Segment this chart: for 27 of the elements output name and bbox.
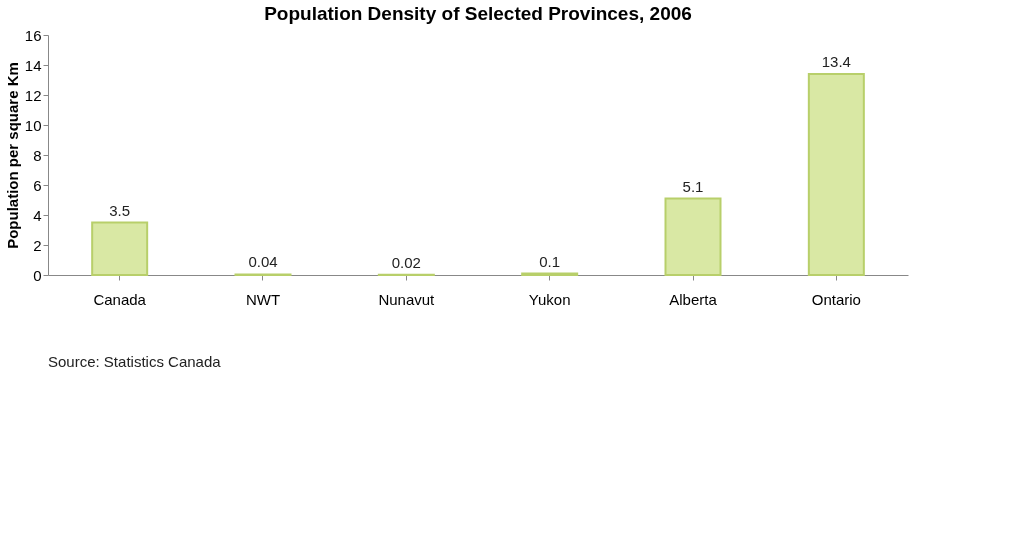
x-tick-label: Ontario (811, 290, 861, 308)
y-tick-label: 12 (24, 86, 42, 104)
x-tick-label: Yukon (528, 290, 571, 308)
bar (91, 221, 149, 276)
x-tick-label: Canada (93, 290, 147, 308)
y-tick-label: 16 (24, 26, 42, 44)
y-axis-title: Population per square Km (3, 62, 21, 249)
bar (807, 73, 865, 276)
data-label: 5.1 (682, 177, 704, 195)
y-tick-label: 2 (33, 236, 42, 254)
chart-title: Population Density of Selected Provinces, 2006 (264, 3, 692, 24)
y-tick-label: 6 (33, 176, 42, 194)
y-tick-label: 4 (33, 206, 42, 224)
y-tick-label: 14 (24, 56, 42, 74)
source-note: Source: Statistics Canada (48, 353, 222, 370)
data-label: 0.04 (248, 253, 278, 271)
x-tick-label: NWT (245, 290, 281, 308)
data-label: 0.02 (391, 253, 421, 271)
y-tick-label: 10 (24, 116, 42, 134)
data-label: 0.1 (539, 252, 561, 270)
y-tick-label: 8 (33, 146, 42, 164)
x-tick-label: Nunavut (378, 290, 436, 308)
bar (664, 197, 722, 276)
x-tick-label: Alberta (669, 290, 718, 308)
y-tick-label: 0 (33, 266, 42, 284)
data-label: 13.4 (821, 53, 851, 70)
data-label: 3.5 (109, 201, 131, 219)
